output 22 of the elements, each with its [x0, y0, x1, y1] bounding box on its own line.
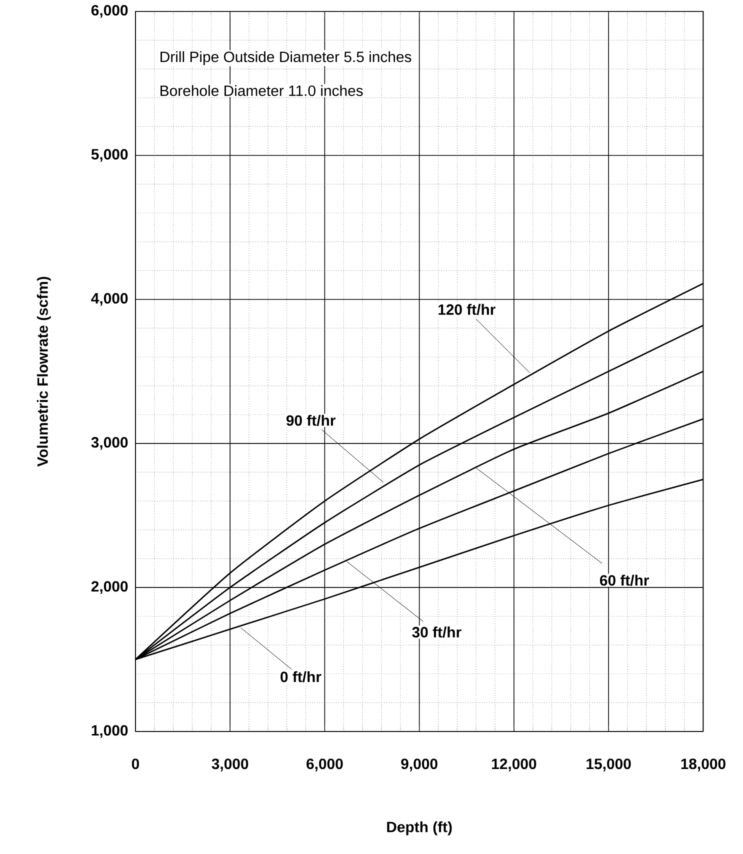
- y-tick-label: 4,000: [91, 293, 128, 306]
- annotation: 120 ft/hr: [438, 304, 496, 316]
- annotation: 90 ft/hr: [286, 414, 336, 426]
- y-axis-title: Volumetric Flowrate (scfm): [36, 276, 51, 467]
- y-tick-label: 6,000: [91, 4, 128, 18]
- x-axis-title: Depth (ft): [387, 821, 452, 836]
- annotation: 30 ft/hr: [412, 626, 462, 638]
- x-tick-label: 3,000: [212, 758, 248, 772]
- annotation: Borehole Diameter 11.0 inches: [160, 85, 363, 96]
- y-tick-label: 2,000: [91, 581, 128, 594]
- y-tick-label: 3,000: [91, 437, 128, 450]
- x-tick-label: 0: [132, 758, 139, 770]
- x-tick-label: 15,000: [586, 758, 631, 772]
- x-tick-label: 6,000: [306, 758, 343, 772]
- x-tick-label: 18,000: [681, 758, 726, 772]
- annotation: Drill Pipe Outside Diameter 5.5 inches: [160, 51, 412, 66]
- annotation: 60 ft/hr: [600, 574, 649, 586]
- y-tick-label: 5,000: [91, 149, 128, 162]
- x-tick-label: 12,000: [492, 758, 536, 772]
- annotation: 0 ft/hr: [280, 671, 322, 682]
- x-tick-label: 9,000: [401, 758, 438, 772]
- y-tick-label: 1,000: [92, 725, 128, 738]
